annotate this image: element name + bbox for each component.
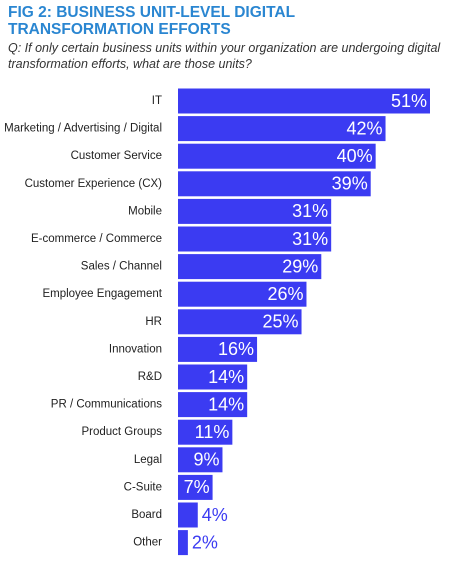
value-label: 11% bbox=[195, 422, 230, 442]
value-label: 31% bbox=[292, 229, 328, 249]
category-label: Innovation bbox=[109, 343, 162, 355]
category-label: Customer Service bbox=[71, 150, 162, 162]
bar bbox=[178, 116, 386, 142]
category-label: PR / Communications bbox=[51, 399, 162, 411]
chart-title: FIG 2: BUSINESS UNIT-LEVEL DIGITAL TRANS… bbox=[8, 4, 295, 38]
bar bbox=[178, 336, 258, 362]
value-label: 42% bbox=[346, 118, 382, 138]
bar bbox=[178, 392, 248, 418]
bar bbox=[178, 447, 223, 473]
bar bbox=[178, 171, 371, 197]
value-label: 7% bbox=[184, 477, 210, 497]
bar bbox=[178, 198, 332, 224]
category-label: Other bbox=[133, 537, 162, 549]
value-label: 14% bbox=[208, 394, 244, 414]
bar bbox=[178, 281, 307, 307]
chart-subtitle: Q: If only certain business units within… bbox=[8, 41, 441, 71]
value-label: 16% bbox=[218, 339, 254, 359]
category-label: Board bbox=[131, 509, 162, 521]
bar bbox=[178, 474, 213, 500]
value-label: 31% bbox=[292, 201, 328, 221]
category-label: Legal bbox=[134, 454, 162, 466]
value-label: 14% bbox=[208, 367, 244, 387]
category-label: HR bbox=[145, 316, 162, 328]
category-label: Sales / Channel bbox=[81, 261, 162, 273]
value-label: 9% bbox=[193, 450, 219, 470]
bar bbox=[178, 309, 302, 335]
bar bbox=[178, 364, 248, 390]
category-label: Customer Experience (CX) bbox=[25, 178, 163, 190]
bar bbox=[178, 88, 430, 114]
value-label: 29% bbox=[282, 256, 318, 276]
category-label: Product Groups bbox=[81, 426, 162, 438]
bar bbox=[178, 419, 233, 445]
category-label: Marketing / Advertising / Digital bbox=[4, 123, 162, 135]
bar bbox=[178, 530, 188, 556]
category-label: C-Suite bbox=[124, 481, 162, 493]
value-label: 39% bbox=[332, 174, 368, 194]
category-label: Employee Engagement bbox=[42, 288, 162, 300]
category-label: E-commerce / Commerce bbox=[31, 233, 162, 245]
category-label: R&D bbox=[138, 371, 162, 383]
value-label: 51% bbox=[391, 91, 427, 111]
category-label: IT bbox=[152, 95, 162, 107]
value-label: 2% bbox=[192, 532, 218, 552]
value-label: 4% bbox=[202, 505, 228, 525]
bar bbox=[178, 143, 376, 169]
bar bbox=[178, 254, 322, 280]
value-label: 26% bbox=[267, 284, 303, 304]
value-label: 25% bbox=[262, 312, 298, 332]
value-label: 40% bbox=[337, 146, 373, 166]
bar bbox=[178, 226, 332, 252]
bar bbox=[178, 502, 198, 528]
category-label: Mobile bbox=[128, 205, 162, 217]
